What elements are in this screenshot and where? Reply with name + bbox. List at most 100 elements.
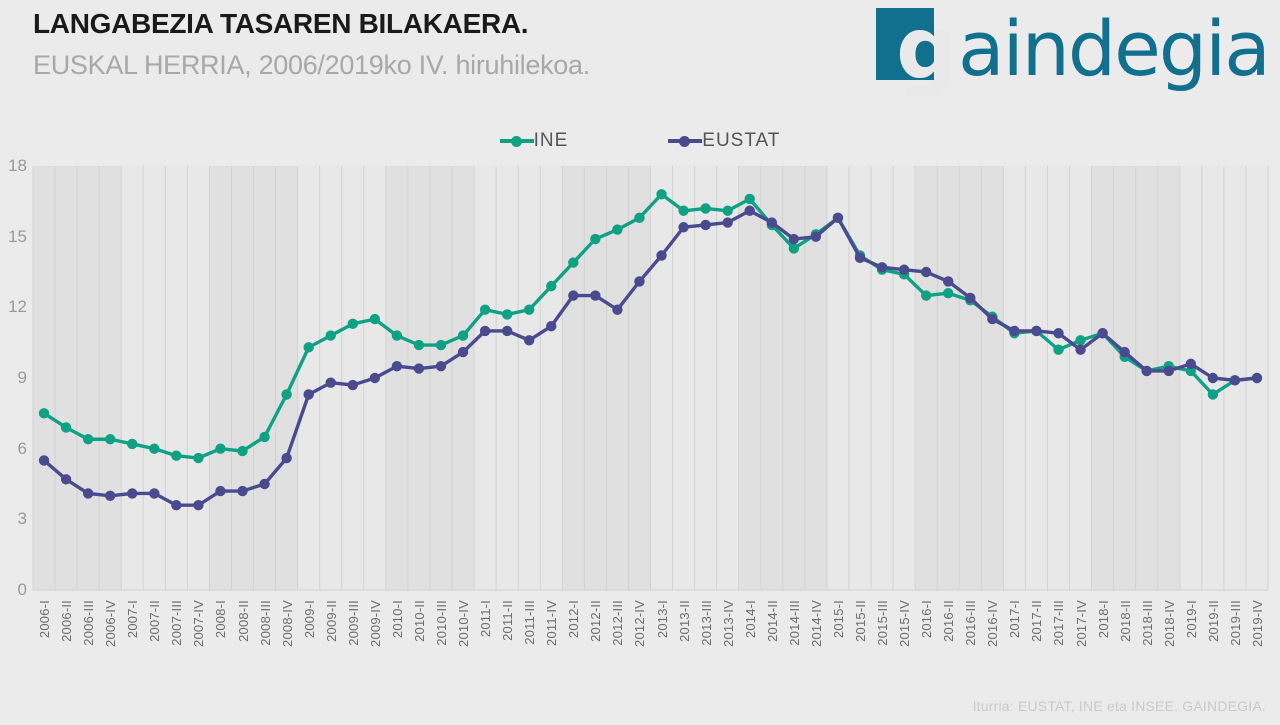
header: LANGABEZIA TASAREN BILAKAERA. EUSKAL HER… [0,0,1280,120]
x-axis-tick: 2014-I [742,600,758,639]
data-point-eustat [347,379,358,391]
data-point-ine [524,304,535,315]
data-point-ine [325,330,336,341]
data-point-eustat [1075,344,1086,355]
x-axis-tick: 2014-III [786,600,802,646]
data-point-eustat [678,222,689,233]
x-axis-tick: 2009-III [345,600,361,646]
data-point-ine [457,330,469,341]
y-axis-tick: 0 [17,580,27,599]
x-axis-tick: 2012-I [566,600,582,639]
x-axis-tick: 2011-II [500,600,516,641]
y-axis-tick: 18 [8,156,27,175]
data-point-eustat [281,452,292,464]
data-point-ine [501,309,513,320]
x-axis-tick: 2006-I [37,600,53,639]
source-note: Iturria: EUSTAT, INE eta INSEE. GAINDEGI… [972,698,1266,714]
data-point-eustat [1009,325,1020,337]
x-axis-tick: 2008-III [257,600,273,646]
x-axis-tick: 2013-III [698,600,714,646]
data-point-eustat [568,290,579,301]
data-point-ine [281,389,292,400]
x-axis-tick: 2017-IV [1073,600,1089,647]
data-point-ine [215,443,226,454]
data-point-ine [413,339,425,351]
data-point-ine [656,189,667,200]
data-point-eustat [810,231,822,242]
data-point-ine [435,339,447,351]
data-point-ine [700,203,711,214]
data-point-eustat [524,335,535,346]
data-point-ine [82,434,94,445]
legend-marker-ine-icon [499,133,534,149]
x-axis-tick: 2018-III [1139,600,1155,646]
data-point-ine [722,205,733,216]
x-axis-tick: 2017-III [1051,600,1067,646]
data-point-ine [369,313,381,325]
y-axis-tick: 3 [17,509,27,529]
data-point-eustat [1141,365,1152,377]
data-point-eustat [854,252,866,264]
data-point-eustat [435,361,447,372]
legend-marker-eustat-icon [668,133,703,149]
data-point-eustat [987,313,998,325]
x-axis-tick: 2010-III [433,600,449,646]
x-axis-tick: 2013-II [676,600,692,642]
data-point-eustat [943,276,954,287]
data-point-eustat [303,389,314,400]
x-axis-tick: 2019-IV [1249,600,1265,647]
data-point-eustat [1163,365,1174,377]
data-point-ine [237,445,248,457]
data-point-eustat [38,455,50,466]
data-point-ine [568,257,579,268]
data-point-ine [1207,389,1219,400]
x-axis-tick: 2006-III [81,600,97,646]
legend-item-eustat[interactable]: EUSTAT [668,130,780,152]
x-axis-tick: 2007-IV [191,600,207,647]
data-point-eustat [920,266,932,278]
data-point-eustat [82,488,94,499]
data-point-eustat [1185,358,1197,370]
x-axis-tick: 2010-II [411,600,427,642]
x-axis-tick: 2016-II [941,600,957,642]
x-axis-tick: 2015-IV [897,600,913,647]
x-axis-tick: 2017-II [1029,600,1045,642]
x-axis-tick: 2018-II [1117,600,1133,642]
data-point-eustat [744,205,755,216]
data-point-eustat [612,304,623,315]
data-point-eustat [237,485,248,497]
data-point-eustat [700,219,711,231]
data-point-eustat [1053,328,1064,339]
x-axis-tick: 2009-I [301,600,317,639]
data-point-eustat [766,217,777,228]
data-point-ine [347,318,358,330]
y-axis-labels: 0 3 6 9 12 15 18 [0,0,33,720]
data-point-ine [171,450,182,461]
logo-square-icon: g [876,6,958,92]
data-point-ine [678,205,689,216]
data-point-eustat [634,276,645,287]
data-point-ine [590,233,601,245]
data-point-eustat [722,217,733,228]
legend-label-eustat: EUSTAT [702,130,781,151]
y-axis-tick: 12 [8,297,27,317]
data-point-ine [1075,335,1086,346]
x-axis-tick: 2016-I [919,600,935,639]
x-axis-tick: 2019-II [1205,600,1221,642]
gaindegia-logo: g aindegia [876,6,1271,92]
legend-item-ine[interactable]: INE [499,130,569,152]
x-axis-tick: 2015-III [875,600,891,646]
data-point-ine [943,288,954,299]
x-axis-tick: 2007-III [169,600,185,646]
data-point-eustat [104,490,116,501]
x-axis-tick: 2013-IV [720,600,736,647]
data-point-eustat [149,488,160,499]
x-axis-tick: 2007-II [147,600,163,642]
x-axis-tick: 2015-I [830,600,846,639]
data-point-ine [127,438,138,450]
data-point-eustat [413,363,425,374]
data-point-eustat [193,500,204,511]
x-axis-tick: 2011-I [478,600,494,638]
